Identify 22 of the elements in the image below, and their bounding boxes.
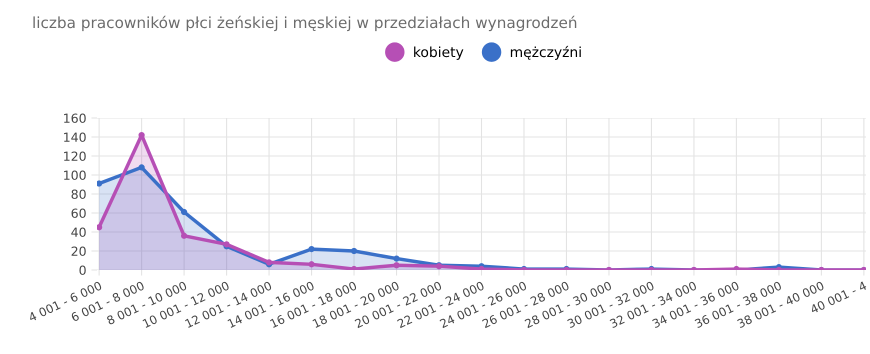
point (97, 180, 102, 187)
point (308, 246, 315, 252)
y-tick-label: 40 (71, 227, 86, 237)
y-tick-label: 160 (64, 113, 86, 123)
point (393, 255, 400, 262)
point (138, 164, 145, 171)
legend-label: mężczyźni (510, 46, 581, 60)
point (308, 261, 315, 268)
chart-title: liczba pracowników płci żeńskiej i męskiej w przedziałach wynagrodzeń (33, 16, 576, 32)
point (180, 232, 188, 239)
y-tick-label: 100 (64, 170, 86, 180)
y-tick-label: 80 (72, 189, 86, 199)
y-tick-label: 0 (79, 265, 86, 275)
point (97, 224, 102, 230)
point (350, 248, 358, 254)
y-tick-label: 120 (64, 151, 86, 161)
y-tick-label: 140 (64, 132, 86, 142)
y-tick-label: 60 (72, 208, 86, 218)
legend-label: kobiety (414, 46, 464, 60)
point (393, 262, 400, 268)
y-tick-label: 20 (72, 246, 86, 256)
point (180, 208, 188, 216)
